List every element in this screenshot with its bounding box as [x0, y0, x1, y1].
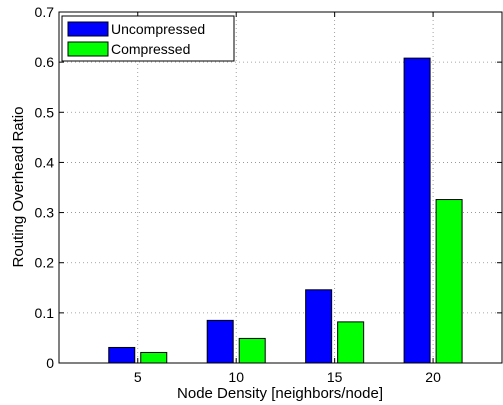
plot-frame — [58, 11, 503, 364]
bar-uncompressed-5 — [108, 346, 136, 364]
legend-swatch-compressed — [67, 41, 109, 57]
x-tick-labels: 5 10 15 20 — [134, 369, 441, 385]
legend-swatch-uncompressed — [67, 21, 109, 37]
y-tick-label: 0.2 — [35, 255, 55, 271]
bar-uncompressed-15 — [305, 289, 333, 364]
legend-label-compressed: Compressed — [111, 41, 190, 57]
bar-uncompressed-20 — [403, 57, 431, 364]
y-tick-label: 0 — [46, 355, 54, 371]
bar-compressed-10 — [238, 337, 266, 364]
y-tick-label: 0.4 — [35, 154, 55, 170]
plot-background — [59, 12, 502, 363]
legend-label-uncompressed: Uncompressed — [111, 21, 205, 37]
bar-uncompressed-10 — [206, 319, 234, 364]
bar-compressed-20 — [435, 199, 463, 364]
y-tick-label: 0.3 — [35, 205, 55, 221]
grid-lines — [59, 12, 502, 363]
y-tick-label: 0.5 — [35, 104, 55, 120]
y-tick-label: 0.1 — [35, 305, 55, 321]
y-tick-label: 0.6 — [35, 54, 55, 70]
y-tick-labels: 0 0.1 0.2 0.3 0.4 0.5 0.6 0.7 — [35, 4, 55, 371]
x-tick-label: 5 — [134, 369, 142, 385]
x-tick-label: 20 — [425, 369, 441, 385]
axis-ticks — [59, 11, 502, 364]
x-axis-label: Node Density [neighbors/node] — [177, 385, 383, 402]
bar-compressed-15 — [337, 321, 365, 364]
x-tick-label: 10 — [228, 369, 244, 385]
bar-compressed-5 — [140, 351, 168, 364]
bars — [108, 57, 463, 364]
y-axis-label: Routing Overhead Ratio — [10, 107, 27, 268]
x-tick-label: 15 — [327, 369, 343, 385]
legend: Uncompressed Compressed — [61, 15, 235, 62]
y-tick-label: 0.7 — [35, 4, 55, 20]
